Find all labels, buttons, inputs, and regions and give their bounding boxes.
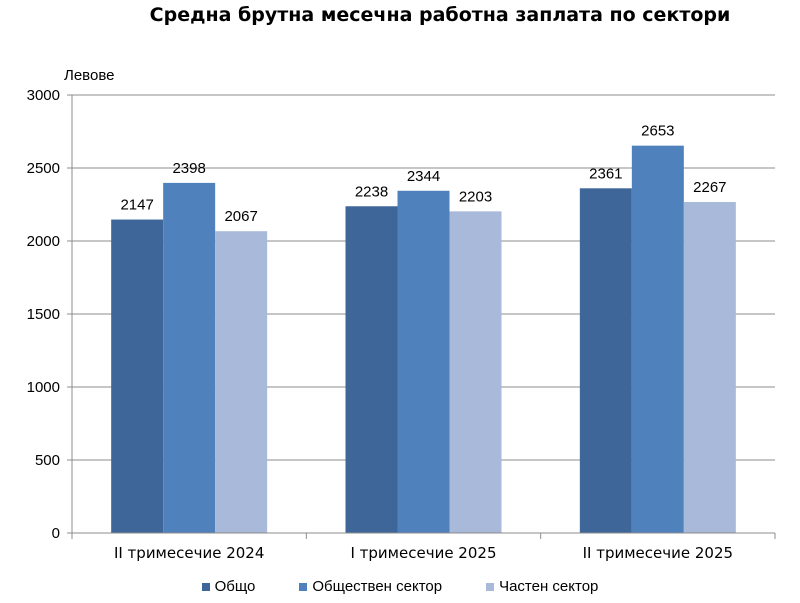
bar (631, 145, 684, 534)
legend-swatch (486, 582, 495, 591)
bar (449, 211, 502, 533)
bar (683, 202, 736, 533)
y-tick-label: 2500 (27, 160, 60, 177)
bar (163, 182, 216, 533)
data-label: 2238 (355, 183, 388, 200)
bar (111, 219, 164, 533)
bar (345, 206, 398, 533)
data-label: 2653 (641, 123, 674, 140)
y-tick-label: 1000 (27, 379, 60, 396)
data-label: 2067 (224, 208, 257, 225)
y-axis-label: Левове (64, 67, 114, 84)
y-tick-label: 3000 (27, 87, 60, 104)
y-tick-label: 1500 (27, 306, 60, 323)
legend: Общо Обществен сектор Частен сектор (0, 578, 800, 595)
bar (579, 188, 632, 533)
y-tick-label: 500 (35, 452, 60, 469)
y-tick-label: 0 (52, 525, 60, 542)
bar (215, 231, 268, 533)
legend-item: Общо (201, 578, 256, 595)
x-tick-label: II тримесечие 2024 (114, 544, 264, 562)
legend-swatch (201, 582, 210, 591)
legend-item: Частен сектор (486, 578, 598, 595)
data-label: 2398 (172, 160, 205, 177)
data-label: 2344 (407, 168, 440, 185)
data-label: 2361 (589, 165, 622, 182)
x-tick-label: I тримесечие 2025 (350, 544, 496, 562)
data-label: 2203 (459, 188, 492, 205)
chart-title: Средна брутна месечна работна заплата по… (149, 4, 731, 26)
legend-label: Частен сектор (499, 578, 599, 595)
legend-item: Обществен сектор (299, 578, 442, 595)
data-label: 2267 (693, 179, 726, 196)
legend-label: Общо (214, 578, 256, 595)
y-tick-label: 2000 (27, 233, 60, 250)
x-tick-label: II тримесечие 2025 (583, 544, 733, 562)
bar (397, 190, 450, 533)
legend-label: Обществен сектор (312, 578, 443, 595)
data-label: 2147 (120, 197, 153, 214)
legend-swatch (299, 582, 308, 591)
